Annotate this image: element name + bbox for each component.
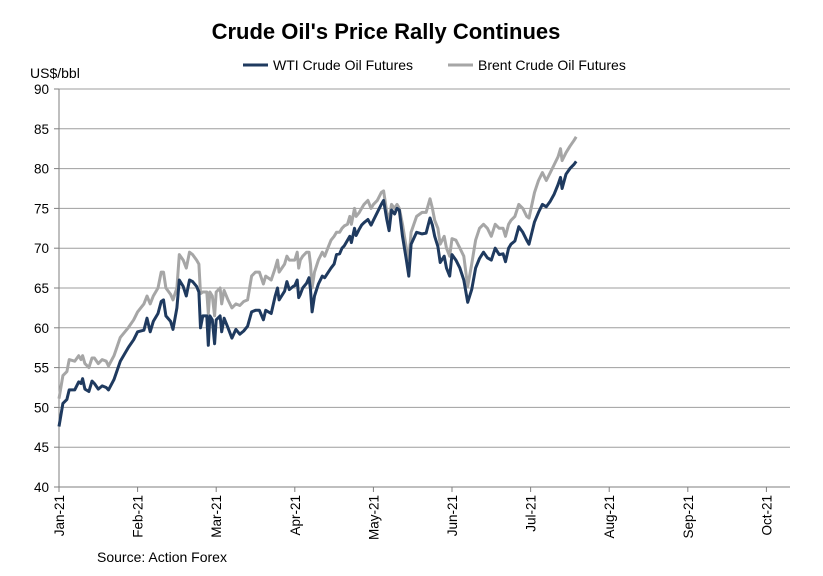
legend-label-wti: WTI Crude Oil Futures [273,57,413,73]
x-axis-ticks: Jan-21 Feb-21 Mar-21 Apr-21 May-21 Jun-21 Jul-… [52,487,774,540]
series-line-brent [59,137,576,399]
gridlines [59,89,790,487]
legend: WTI Crude Oil Futures Brent Crude Oil Fut… [243,57,626,73]
x-tick-label: Mar-21 [209,495,224,538]
x-tick-label: Feb-21 [131,495,146,538]
y-axis-label: US$/bbl [30,65,80,81]
y-tick-label: 50 [34,400,49,415]
x-tick-label: Sep-21 [681,495,696,539]
y-tick-label: 65 [34,281,49,296]
source-note: Source: Action Forex [97,549,227,565]
chart-title: Crude Oil's Price Rally Continues [212,19,561,44]
y-tick-label: 60 [34,321,49,336]
x-tick-label: May-21 [366,495,381,540]
series-line-wti [59,161,576,426]
y-axis-ticks: 40 45 50 55 60 65 70 75 80 85 90 [34,82,59,495]
y-tick-label: 90 [34,82,49,97]
y-tick-label: 85 [34,122,49,137]
x-tick-label: Jun-21 [445,495,460,536]
y-tick-label: 80 [34,162,49,177]
y-tick-label: 75 [34,201,49,216]
x-tick-label: Oct-21 [759,495,774,536]
series-lines [59,137,576,427]
chart-root: Crude Oil's Price Rally Continues US$/bb… [0,0,823,576]
y-tick-label: 55 [34,361,49,376]
legend-label-brent: Brent Crude Oil Futures [478,57,626,73]
x-tick-label: Jan-21 [52,495,67,536]
x-tick-label: Apr-21 [288,495,303,536]
x-tick-label: Aug-21 [602,495,617,539]
x-tick-label: Jul-21 [524,495,539,532]
y-tick-label: 45 [34,440,49,455]
y-tick-label: 70 [34,241,49,256]
y-tick-label: 40 [34,480,49,495]
